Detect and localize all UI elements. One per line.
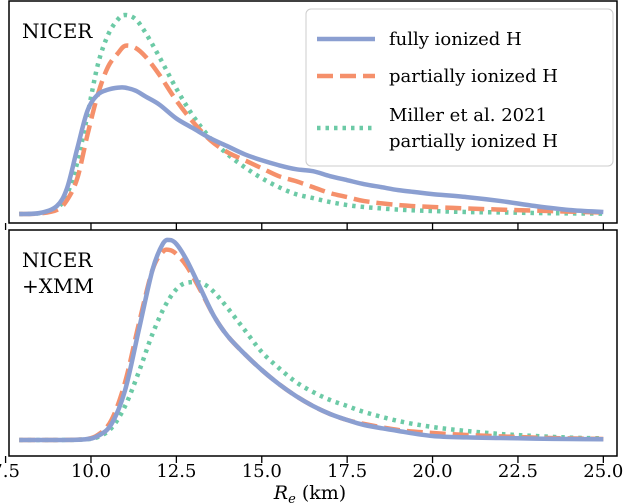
legend-label-fully-ionized: fully ionized H <box>389 29 522 50</box>
bottom-series-fully-ionized <box>19 237 604 443</box>
x-tick-label-2: 12.5 <box>156 461 196 482</box>
x-axis-label-subscript: e <box>288 492 296 503</box>
x-tick-label-0: 7.5 <box>0 461 20 482</box>
legend-box <box>305 8 614 167</box>
x-axis-label: Re (km) <box>273 482 346 503</box>
x-tick-label-4: 17.5 <box>327 461 367 482</box>
bottom-panel-lines <box>19 237 604 443</box>
legend-label-miller-line2: partially ionized H <box>389 131 558 152</box>
bottom-series-miller <box>19 279 604 443</box>
x-tick-labels: 7.5 10.0 12.5 15.0 17.5 20.0 22.5 25.0 <box>0 461 623 482</box>
legend-label-partially-ionized: partially ionized H <box>389 66 558 87</box>
top-panel-frame <box>8 0 618 224</box>
bottom-panel-frame <box>8 229 618 457</box>
top-panel-lines <box>19 12 604 217</box>
legend: fully ionized H partially ionized H Mill… <box>305 8 614 167</box>
x-tick-label-6: 22.5 <box>498 461 538 482</box>
legend-label-miller-line1: Miller et al. 2021 <box>389 105 547 126</box>
top-series-miller <box>19 12 604 217</box>
x-axis-label-symbol: R <box>273 482 288 503</box>
x-tick-label-1: 10.0 <box>71 461 111 482</box>
x-tick-label-3: 15.0 <box>242 461 282 482</box>
top-panel-label: NICER <box>22 19 93 43</box>
x-tick-label-7: 25.0 <box>583 461 623 482</box>
bottom-panel-ticks <box>4 456 604 463</box>
legend-label-miller: Miller et al. 2021 partially ionized H <box>389 105 558 152</box>
top-series-fully-ionized <box>19 85 604 217</box>
x-tick-label-5: 20.0 <box>413 461 453 482</box>
x-axis-label-unit: (km) <box>296 482 346 503</box>
top-series-partially-ionized <box>19 43 604 217</box>
bottom-series-partially-ionized <box>19 247 604 443</box>
bottom-panel-label-line1: NICER <box>22 248 93 272</box>
top-panel-ticks <box>4 223 604 230</box>
bottom-panel-label-line2: +XMM <box>22 274 94 298</box>
